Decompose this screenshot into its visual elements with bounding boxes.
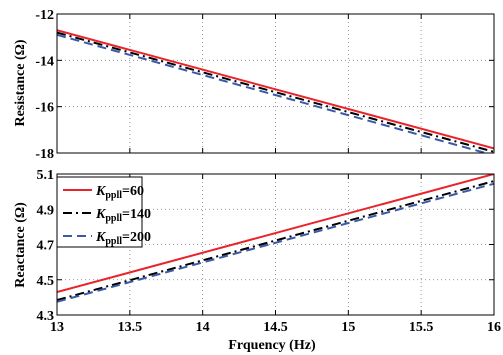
reactance-y-tick-label: 4.9: [37, 203, 55, 218]
resistance-y-tick-label: -14: [35, 54, 54, 69]
reactance-series-group: [57, 174, 494, 303]
x-tick-label: 14: [196, 320, 210, 335]
x-tick-label: 15.5: [409, 320, 434, 335]
legend-label-kppll-200: Kppll=200: [95, 230, 151, 247]
resistance-panel: -18 -16 -14 -12: [35, 8, 495, 162]
resistance-y-tick-label: -18: [35, 147, 54, 162]
x-tick-label: 14.5: [263, 320, 288, 335]
reactance-y-tick-label: 4.5: [37, 274, 55, 289]
x-tick-label: 13.5: [118, 320, 143, 335]
x-tick-label: 15: [341, 320, 355, 335]
reactance-y-tick-label: 4.7: [37, 239, 55, 254]
bottom-y-axis-label: Reactance (Ω): [13, 202, 28, 288]
resistance-y-tick-label: -12: [35, 8, 54, 23]
resistance-series-group: [57, 29, 494, 153]
top-y-axis-label: Resistance (Ω): [13, 39, 28, 126]
x-axis-label: Frquency (Hz): [228, 338, 316, 353]
reactance-y-tick-label: 5.1: [37, 168, 55, 183]
resistance-y-tick-label: -16: [35, 101, 54, 116]
resistance-series-line-0: [57, 29, 494, 150]
reactance-y-tick-label: 4.3: [37, 309, 55, 324]
x-tick-label: 16: [487, 320, 501, 335]
x-tick-label: 13: [50, 320, 64, 335]
reactance-series-line-2: [57, 182, 494, 303]
reactance-series-line-0: [57, 174, 494, 294]
resistance-series-line-2: [57, 33, 490, 153]
resistance-plot-area: [57, 14, 494, 153]
legend: Kppll=60 Kppll=140 Kppll=200: [56, 176, 151, 248]
legend-label-kppll-140: Kppll=140: [95, 207, 151, 224]
legend-label-kppll-60: Kppll=60: [95, 184, 144, 201]
